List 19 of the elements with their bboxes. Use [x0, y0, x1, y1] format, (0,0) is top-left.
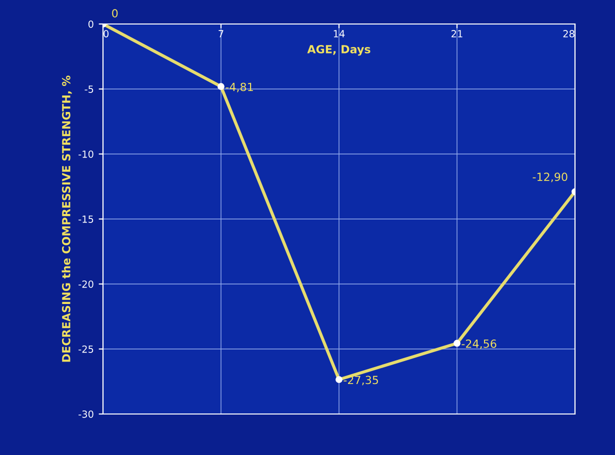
x-tick-label: 0 [104, 30, 109, 38]
y-tick-label: -20 [78, 280, 94, 288]
data-label: -24,56 [462, 339, 496, 350]
y-tick-label: -5 [84, 86, 94, 93]
y-tick-label: -10 [78, 150, 94, 158]
y-tick-label: -30 [78, 410, 94, 418]
x-tick-label: 7 [218, 30, 224, 38]
x-tick-label: 21 [452, 30, 462, 38]
y-tick-label: 0 [88, 20, 94, 28]
data-label: -4,81 [226, 82, 253, 92]
y-tick-label: -15 [78, 216, 94, 223]
x-axis-title: AGE, Days [307, 45, 370, 56]
data-label: -27,35 [344, 376, 378, 386]
x-tick-label: 28 [563, 30, 574, 38]
data-label: -12,90 [532, 172, 568, 182]
x-tick-label: 14 [334, 30, 345, 38]
data-label: 0 [112, 9, 118, 18]
y-tick-label: -25 [78, 345, 94, 353]
y-axis-title: DECREASING the COMPRESSIVE STRENGTH, % [62, 76, 72, 362]
